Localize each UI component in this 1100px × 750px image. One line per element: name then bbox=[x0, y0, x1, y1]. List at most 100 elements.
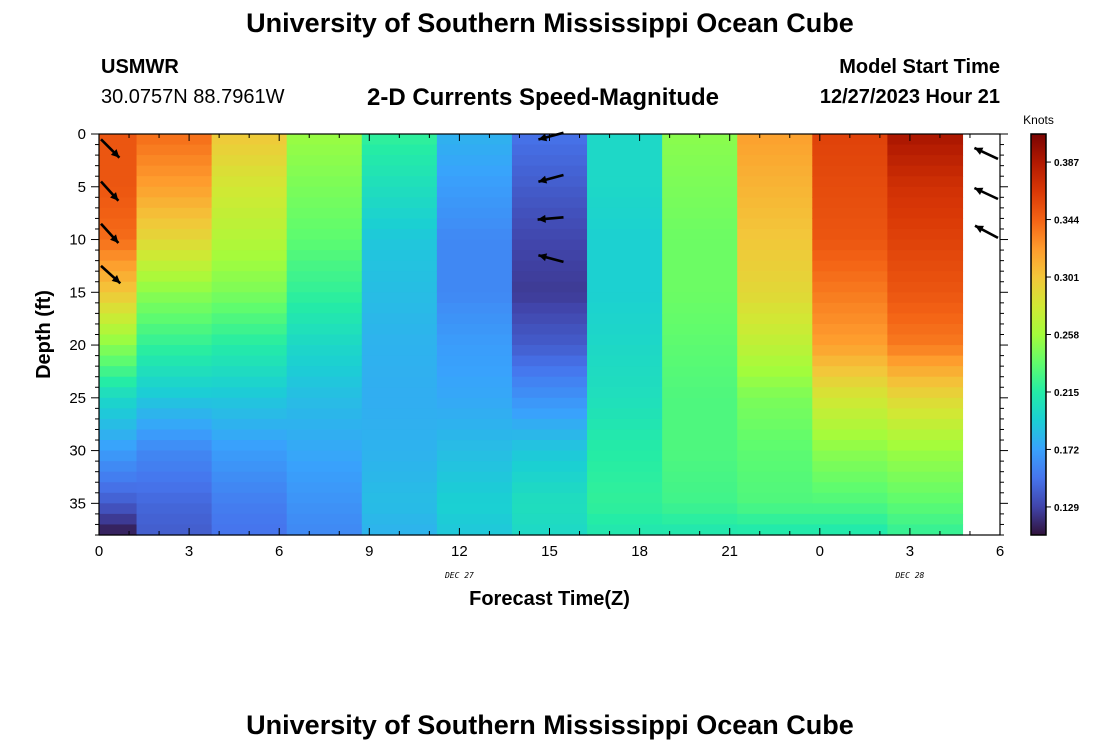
heatmap-cell bbox=[737, 440, 813, 452]
heatmap-cell bbox=[136, 302, 213, 314]
heatmap-cell bbox=[286, 218, 363, 230]
heatmap-cell bbox=[662, 197, 738, 209]
heatmap-cell bbox=[136, 271, 213, 283]
heatmap-cell bbox=[211, 323, 288, 336]
heatmap-cell bbox=[662, 134, 738, 146]
heatmap-cell bbox=[511, 197, 588, 209]
heatmap-cell bbox=[286, 397, 363, 409]
heatmap-cell bbox=[587, 186, 663, 198]
heatmap-cell bbox=[812, 250, 888, 262]
heatmap-cell bbox=[662, 271, 738, 283]
heatmap-cells bbox=[99, 134, 964, 536]
heatmap-cell bbox=[361, 345, 438, 357]
y-tick-label: 10 bbox=[69, 232, 86, 249]
heatmap-cell bbox=[286, 260, 363, 272]
colorbar-tick-label: 0.215 bbox=[1054, 388, 1079, 399]
heatmap-cell bbox=[361, 513, 438, 526]
heatmap-cell bbox=[136, 387, 213, 399]
heatmap-cell bbox=[211, 197, 288, 209]
heatmap-cell bbox=[436, 513, 513, 526]
heatmap-cell bbox=[812, 334, 888, 346]
heatmap-cell bbox=[812, 408, 888, 420]
heatmap-cell bbox=[436, 197, 513, 209]
heatmap-cell bbox=[887, 281, 964, 293]
heatmap-cell bbox=[587, 482, 663, 494]
heatmap-cell bbox=[136, 334, 213, 346]
heatmap-cell bbox=[662, 429, 738, 441]
heatmap-cell bbox=[136, 207, 213, 220]
heatmap-cell bbox=[587, 271, 663, 283]
x-tick-label: 21 bbox=[721, 543, 738, 560]
heatmap-cell bbox=[99, 366, 138, 378]
heatmap-cell bbox=[99, 165, 138, 177]
heatmap-cell bbox=[662, 250, 738, 262]
heatmap-cell bbox=[887, 186, 964, 198]
heatmap-cell bbox=[587, 450, 663, 462]
heatmap-cell bbox=[361, 450, 438, 462]
heatmap-cell bbox=[436, 260, 513, 272]
heatmap-cell bbox=[887, 461, 964, 473]
heatmap-cell bbox=[99, 144, 138, 156]
heatmap-cell bbox=[887, 366, 964, 378]
heatmap-cell bbox=[99, 440, 138, 452]
heatmap-cell bbox=[361, 250, 438, 262]
heatmap-cell bbox=[737, 387, 813, 399]
heatmap-cell bbox=[662, 492, 738, 504]
heatmap-cell bbox=[812, 450, 888, 462]
heatmap-cell bbox=[436, 376, 513, 388]
heatmap-cell bbox=[587, 334, 663, 346]
heatmap-cell bbox=[737, 250, 813, 262]
heatmap-cell bbox=[737, 397, 813, 409]
heatmap-cell bbox=[511, 376, 588, 388]
heatmap-cell bbox=[361, 228, 438, 241]
heatmap-cell bbox=[812, 207, 888, 220]
heatmap-cell bbox=[587, 155, 663, 167]
heatmap-cell bbox=[99, 461, 138, 473]
heatmap-cell bbox=[812, 482, 888, 494]
heatmap-cell bbox=[511, 440, 588, 452]
heatmap-cell bbox=[361, 440, 438, 452]
heatmap-cell bbox=[99, 228, 138, 241]
heatmap-cell bbox=[361, 239, 438, 251]
heatmap-cell bbox=[587, 302, 663, 314]
heatmap-cell bbox=[99, 207, 138, 220]
heatmap-cell bbox=[662, 397, 738, 409]
heatmap-cell bbox=[361, 155, 438, 167]
heatmap-cell bbox=[211, 207, 288, 220]
heatmap-cell bbox=[99, 313, 138, 325]
heatmap-cell bbox=[286, 197, 363, 209]
heatmap-cell bbox=[211, 482, 288, 494]
heatmap-cell bbox=[361, 366, 438, 378]
heatmap-cell bbox=[436, 155, 513, 167]
heatmap-cell bbox=[361, 397, 438, 409]
heatmap-cell bbox=[99, 250, 138, 262]
heatmap-cell bbox=[361, 471, 438, 483]
heatmap-cell bbox=[887, 482, 964, 494]
heatmap-cell bbox=[136, 197, 213, 209]
heatmap-cell bbox=[887, 207, 964, 220]
heatmap-cell bbox=[737, 461, 813, 473]
heatmap-cell bbox=[286, 144, 363, 156]
heatmap-cell bbox=[887, 355, 964, 367]
colorbar-gradient bbox=[1030, 133, 1047, 536]
current-vector-arrow bbox=[100, 222, 120, 244]
station-id: USMWR bbox=[101, 56, 179, 78]
arrow-head bbox=[111, 274, 121, 284]
x-tick-label: 18 bbox=[631, 543, 648, 560]
heatmap-cell bbox=[286, 239, 363, 251]
heatmap-cell bbox=[361, 260, 438, 272]
colorbar-tick-label: 0.258 bbox=[1054, 331, 1079, 342]
heatmap-cell bbox=[99, 134, 138, 146]
heatmap-cell bbox=[587, 228, 663, 241]
heatmap-cell bbox=[436, 144, 513, 156]
heatmap-cell bbox=[99, 503, 138, 515]
heatmap-cell bbox=[361, 429, 438, 441]
heatmap-cell bbox=[662, 461, 738, 473]
heatmap-cell bbox=[887, 313, 964, 325]
heatmap-cell bbox=[662, 471, 738, 483]
x-tick-label: 12 bbox=[451, 543, 468, 560]
heatmap-cell bbox=[361, 165, 438, 177]
heatmap-cell bbox=[361, 281, 438, 293]
heatmap-cell bbox=[737, 429, 813, 441]
